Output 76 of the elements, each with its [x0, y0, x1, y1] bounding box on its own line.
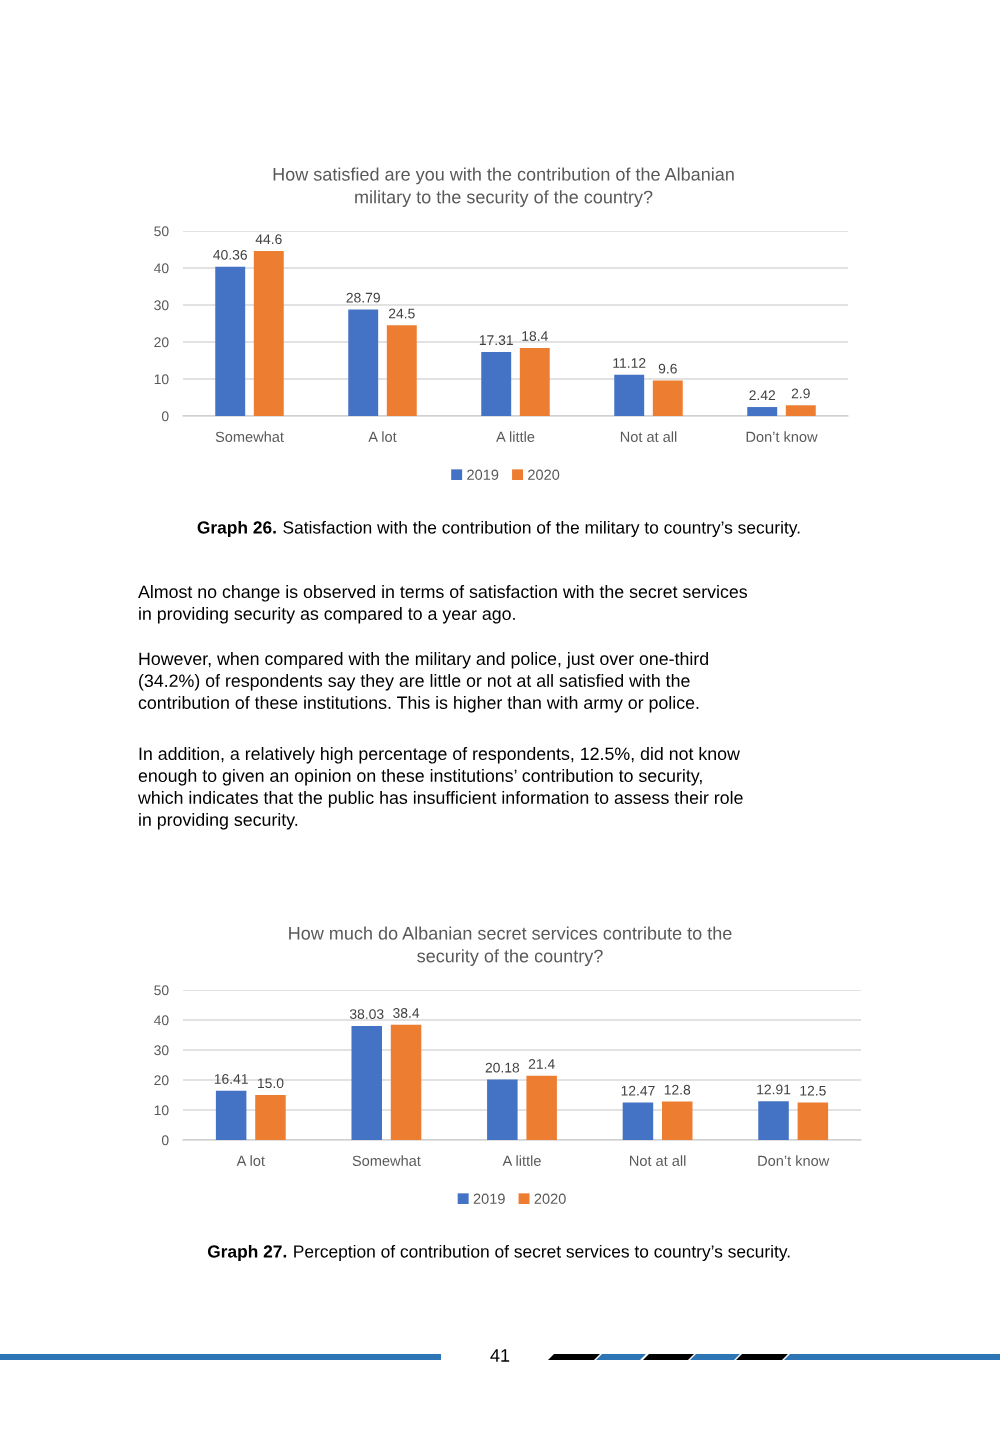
bar — [797, 1102, 829, 1140]
text: 41 — [490, 1349, 510, 1362]
text: Perception of contribution of secret services to country’s security. — [294, 1244, 790, 1262]
text: Satisfaction with the contribution of the military to country’s security. — [283, 520, 800, 538]
data-label: 11.12 — [613, 358, 646, 368]
text: In addition, a relatively high percentage of respondents, 12.5%, did not know enough to given an opinion on these institutions’ contribution to security, which indicates that the public has insufficient information to assess their role in providing security. — [137, 747, 743, 830]
x-tick-label: Not at all — [630, 1155, 686, 1166]
bar — [348, 309, 379, 416]
data-label: 16.41 — [214, 1074, 248, 1084]
legend-label: 2019 — [467, 469, 499, 480]
bar — [785, 405, 816, 416]
y-tick-label: 20 — [154, 1075, 169, 1086]
data-label: 40.36 — [213, 249, 247, 260]
caption: Graph 26. — [197, 520, 276, 538]
y-tick-label: 40 — [153, 263, 169, 274]
data-label: 28.79 — [346, 292, 380, 303]
bar — [215, 266, 246, 416]
chart-title: How satisfied are you with the contribution of the Albanian military to the security of the country? — [273, 167, 734, 207]
data-label: 12.47 — [621, 1085, 655, 1096]
bar — [215, 1090, 247, 1140]
caption: Graph 27. — [207, 1244, 287, 1262]
data-label: 12.5 — [800, 1085, 826, 1096]
data-label: 24.5 — [388, 308, 415, 319]
legend-label: 2019 — [473, 1193, 505, 1204]
bar — [662, 1101, 693, 1140]
data-label: 21.4 — [528, 1059, 555, 1069]
data-label: 44.6 — [255, 234, 282, 245]
bar — [758, 1101, 789, 1140]
x-tick-label: A little — [502, 1155, 541, 1166]
legend-label: 2020 — [528, 469, 560, 480]
y-tick-label: 10 — [154, 374, 169, 385]
x-tick-label: Don’t know — [758, 1155, 830, 1166]
data-label: 9.6 — [658, 363, 677, 374]
bar — [253, 250, 284, 416]
data-label: 17.31 — [479, 335, 513, 346]
y-tick-label: 30 — [154, 1045, 169, 1056]
text: However, when compared with the military and police, just over one-third (34.2%) of respondents say they are little or not at all satisfied with the contribution of these institutions. This is higher than with army or police. — [138, 652, 708, 713]
bar — [652, 380, 683, 416]
data-label: 20.18 — [485, 1062, 520, 1073]
bar — [386, 325, 417, 416]
bar — [481, 351, 512, 416]
x-tick-label: A little — [496, 431, 535, 442]
bar — [255, 1095, 286, 1140]
legend-label: 2020 — [534, 1193, 566, 1204]
bar — [351, 1025, 382, 1140]
y-tick-label: 0 — [161, 411, 169, 422]
data-label: 38.4 — [393, 1008, 420, 1018]
bar — [622, 1102, 654, 1140]
data-label: 2.42 — [749, 390, 776, 400]
x-tick-label: A lot — [368, 431, 397, 442]
data-label: 12.91 — [757, 1084, 791, 1095]
y-tick-label: 0 — [161, 1135, 169, 1146]
data-label: 15.0 — [258, 1078, 284, 1089]
data-label: 38.03 — [349, 1009, 384, 1019]
y-tick-label: 20 — [154, 337, 169, 348]
x-tick-label: Somewhat — [215, 431, 284, 442]
x-tick-label: Not at all — [620, 431, 677, 442]
x-tick-label: Don’t know — [746, 431, 818, 442]
x-tick-label: Somewhat — [352, 1155, 421, 1166]
bar — [487, 1079, 518, 1140]
bar — [747, 407, 778, 416]
data-label: 12.8 — [664, 1084, 691, 1095]
y-tick-label: 40 — [153, 1015, 169, 1026]
text: Almost no change is observed in terms of satisfaction with the secret services in providing security as compared to a year ago. — [138, 585, 748, 624]
bar — [614, 374, 645, 416]
bar — [390, 1024, 422, 1140]
y-tick-label: 50 — [154, 985, 169, 996]
data-label: 2.9 — [791, 388, 810, 399]
y-tick-label: 50 — [154, 226, 169, 237]
bar — [526, 1075, 557, 1140]
y-tick-label: 10 — [154, 1105, 169, 1116]
y-tick-label: 30 — [154, 300, 169, 311]
x-tick-label: A lot — [236, 1155, 265, 1166]
data-label: 18.4 — [522, 331, 548, 342]
chart-title: How much do Albanian secret services contribute to the security of the country? — [289, 926, 732, 966]
bar — [519, 347, 550, 416]
